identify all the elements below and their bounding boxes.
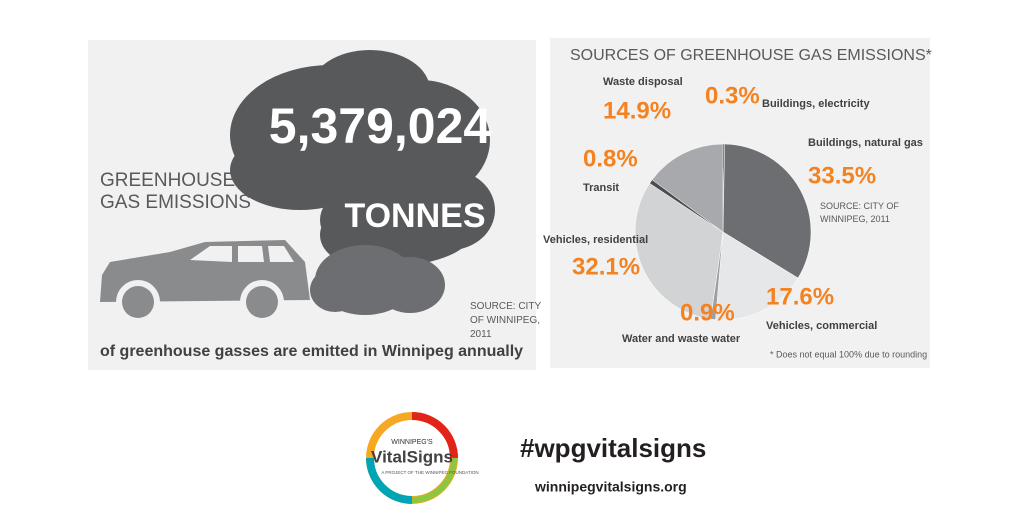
slice-name: Vehicles, residential (543, 234, 648, 246)
source-box: SOURCE: CITY OF WINNIPEG, 2011 (470, 301, 541, 340)
slice-value: 17.6% (766, 283, 834, 310)
left-source: SOURCE: CITY OF WINNIPEG, 2011 (470, 301, 541, 340)
note: * Does not equal 100% due to rounding (770, 349, 927, 359)
pie-slice (715, 231, 799, 321)
unit: TONNES (344, 197, 485, 235)
logo-sub: A PROJECT OF THE WINNIPEG FOUNDATION (381, 470, 478, 475)
slice-value: 33.5% (808, 162, 876, 189)
pie-source: SOURCE: CITY OF WINNIPEG, 2011 (820, 201, 899, 224)
pie-source-box: SOURCE: CITY OF WINNIPEG, 2011 (820, 201, 899, 224)
pie-slice (722, 143, 812, 279)
pie-slice (651, 143, 724, 233)
slice-name: Vehicles, commercial (766, 320, 877, 332)
logo-main: VitalSigns (371, 447, 453, 466)
slice-name: Transit (583, 182, 619, 194)
car (100, 240, 310, 324)
hashtag: #wpgvitalsigns (520, 433, 706, 463)
logo (366, 412, 458, 504)
slice-name: Water and waste water (622, 333, 741, 345)
slice-value: 0.8% (583, 145, 638, 172)
pie (634, 143, 812, 321)
url: winnipegvitalsigns.org (534, 479, 687, 495)
chart-title: SOURCES OF GREENHOUSE GAS EMISSIONS* (570, 47, 932, 64)
pie-slice (634, 183, 724, 320)
slice-value: 32.1% (572, 253, 640, 280)
heading: GREENHOUSE GAS EMISSIONS (100, 170, 251, 213)
slice-value: 0.9% (680, 299, 735, 326)
small-cloud (310, 245, 445, 315)
logo-top: WINNIPEG'S (391, 439, 433, 446)
slice-value: 0.3% (705, 82, 760, 109)
slice-name: Buildings, natural gas (808, 137, 923, 149)
slice-name: Waste disposal (603, 76, 683, 88)
slice-name: Buildings, electricity (762, 98, 870, 110)
heading-box: GREENHOUSE GAS EMISSIONS (100, 170, 251, 213)
slice-value: 14.9% (603, 97, 671, 124)
total: 5,379,024 (269, 98, 492, 154)
caption: of greenhouse gasses are emitted in Winn… (100, 343, 523, 360)
